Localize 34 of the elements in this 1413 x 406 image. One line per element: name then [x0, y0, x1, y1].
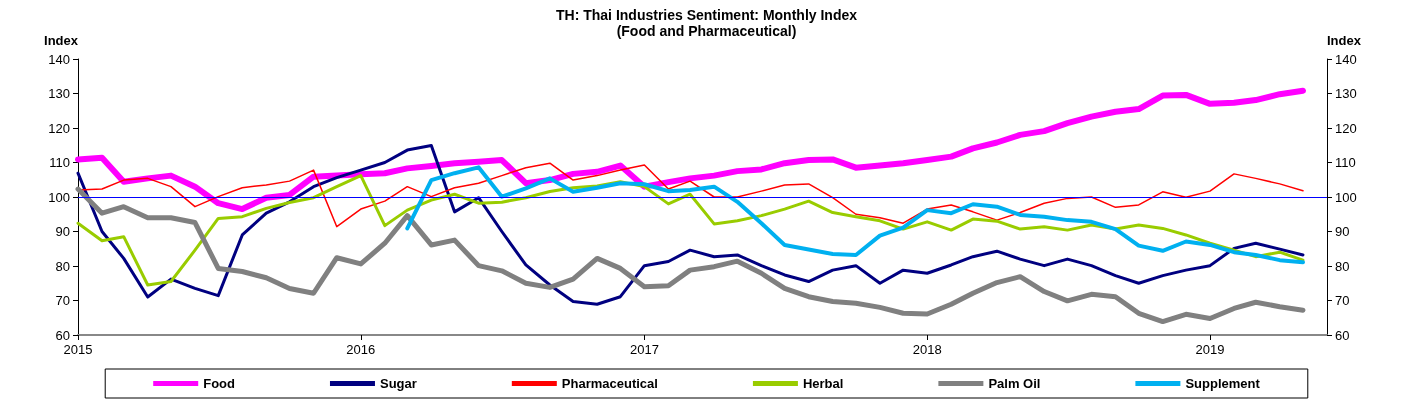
- x-tick-label: 2019: [1195, 342, 1225, 357]
- y-axis-title: Index: [44, 33, 79, 48]
- y-tick-label: 130: [48, 86, 70, 101]
- line-series: [405, 165, 1305, 265]
- chart-title: TH: Thai Industries Sentiment: Monthly Index (Food and Pharmaceutical): [555, 7, 858, 39]
- x-tick-label: 2018: [912, 342, 942, 357]
- x-tick-label: 2015: [63, 342, 93, 357]
- y-tick-label: 70: [55, 293, 70, 308]
- legend-label: Palm Oil: [988, 376, 1041, 391]
- y-tick-label: 120: [48, 120, 70, 136]
- y2-tick-label: 100: [1335, 189, 1357, 205]
- y2-tick-label: 130: [1335, 86, 1357, 101]
- x-tick-label: 2016: [346, 342, 376, 357]
- y2-tick-label: 120: [1335, 120, 1357, 136]
- legend-label: Food: [203, 376, 236, 391]
- y2-tick-label: 90: [1335, 224, 1350, 239]
- y-tick-label: 100: [48, 189, 70, 205]
- y2-tick-label: 70: [1335, 293, 1350, 308]
- y2-tick-label: 60: [1335, 327, 1350, 343]
- legend-label: Sugar: [379, 376, 417, 391]
- y-tick-label: 110: [49, 155, 70, 170]
- legend-label: Herbal: [802, 376, 844, 391]
- y-tick-label: 60: [55, 327, 70, 343]
- y-tick-label: 80: [55, 258, 70, 274]
- y-tick-label: 140: [48, 51, 70, 67]
- y-tick-label: 90: [55, 224, 70, 239]
- y2-axis-title: Index: [1327, 33, 1362, 48]
- legend-label: Pharmaceutical: [561, 376, 658, 391]
- legend-label: Supplement: [1185, 376, 1261, 391]
- x-tick-label: 2017: [629, 342, 659, 357]
- y2-tick-label: 80: [1335, 258, 1350, 274]
- line-series: [76, 144, 1305, 306]
- y2-tick-label: 110: [1335, 155, 1356, 170]
- y2-tick-label: 140: [1335, 51, 1357, 67]
